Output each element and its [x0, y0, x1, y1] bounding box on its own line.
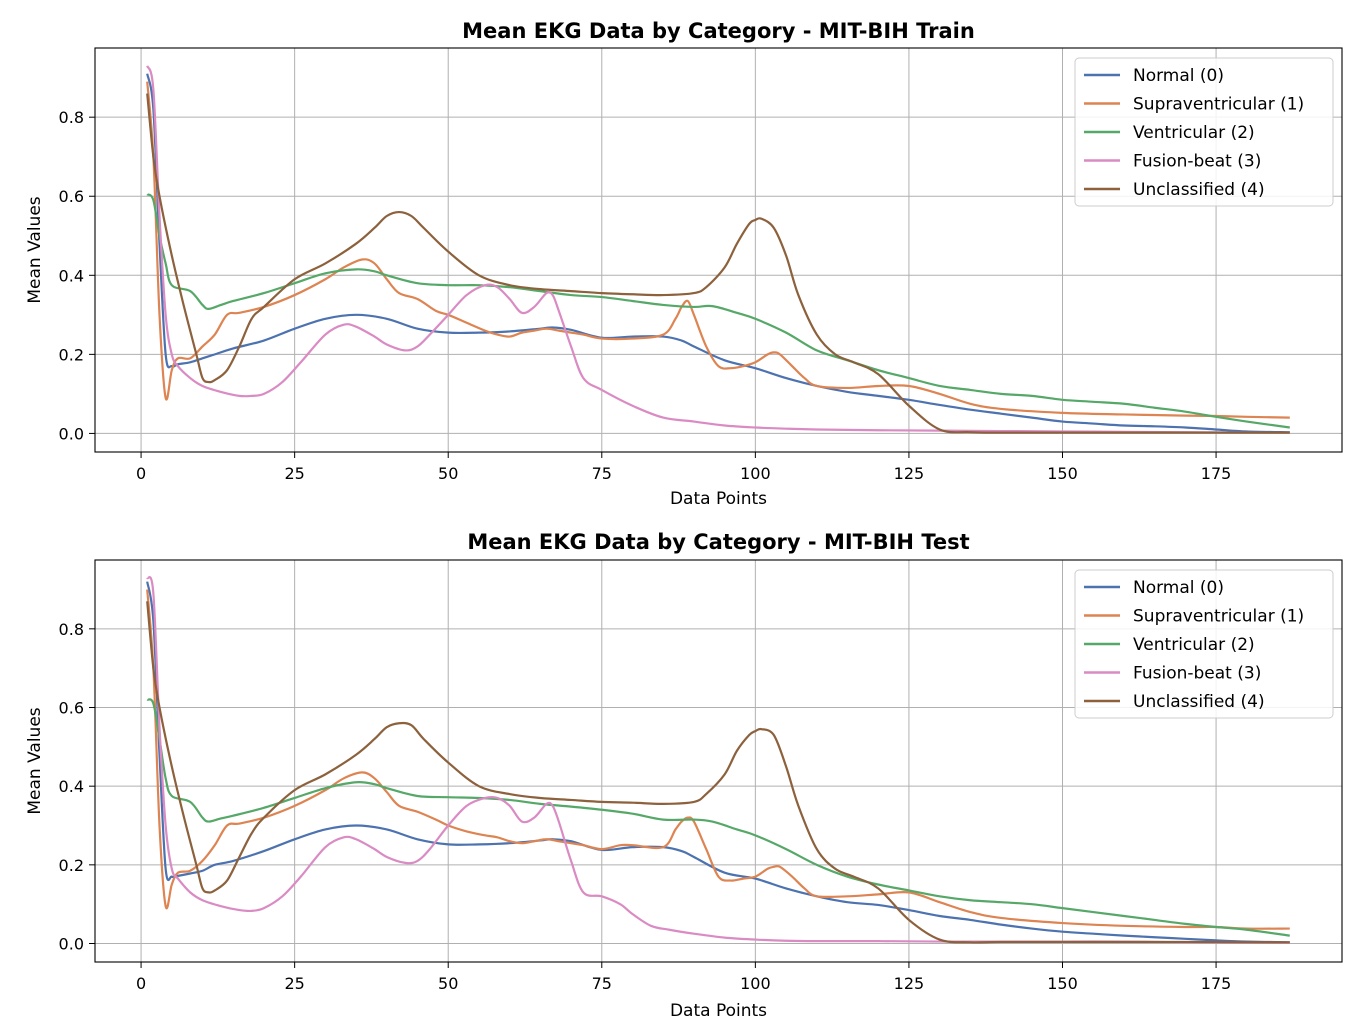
- legend-label: Normal (0): [1133, 578, 1224, 598]
- legend-item: Ventricular (2): [1084, 123, 1255, 143]
- x-tick-label: 75: [592, 974, 612, 993]
- x-tick-label: 75: [592, 464, 612, 483]
- chart-title: Mean EKG Data by Category - MIT-BIH Test: [467, 530, 969, 554]
- x-tick-label: 125: [894, 464, 925, 483]
- legend-label: Ventricular (2): [1133, 123, 1255, 143]
- legend-label: Fusion-beat (3): [1133, 152, 1261, 172]
- series-line-4: [146, 601, 1290, 944]
- legend-label: Supraventricular (1): [1133, 95, 1304, 115]
- x-tick-label: 125: [894, 974, 925, 993]
- y-tick-label: 0.2: [59, 856, 84, 875]
- series-lines: [146, 576, 1290, 944]
- x-tick-label: 150: [1047, 974, 1078, 993]
- x-axis-label: Data Points: [670, 1001, 767, 1021]
- legend-box: [1074, 57, 1334, 207]
- plot-frame: [94, 559, 1343, 963]
- legend-label: Normal (0): [1133, 66, 1224, 86]
- x-tick-label: 0: [136, 464, 146, 483]
- y-tick-label: 0.8: [59, 620, 84, 639]
- y-tick-label: 0.6: [59, 699, 84, 718]
- legend-label: Ventricular (2): [1133, 635, 1255, 655]
- legend-item: Supraventricular (1): [1084, 607, 1304, 627]
- legend-label: Supraventricular (1): [1133, 607, 1304, 627]
- legend-label: Fusion-beat (3): [1133, 664, 1261, 684]
- series-line-2: [146, 698, 1290, 937]
- series-line-3: [146, 576, 1290, 944]
- y-tick-label: 0.6: [59, 187, 84, 206]
- series-line-3: [146, 65, 1290, 434]
- x-tick-label: 0: [136, 974, 146, 993]
- series-line-1: [146, 589, 1290, 930]
- legend-item: Normal (0): [1084, 66, 1224, 86]
- y-tick-label: 0.0: [59, 935, 84, 954]
- series-line-4: [146, 93, 1290, 434]
- x-tick-label: 175: [1201, 464, 1232, 483]
- y-axis-label: Mean Values: [25, 707, 45, 814]
- test-chart: Mean EKG Data by Category - MIT-BIH Test…: [25, 530, 1343, 1021]
- x-tick-label: 175: [1201, 974, 1232, 993]
- legend-item: Unclassified (4): [1084, 180, 1265, 200]
- legend-label: Unclassified (4): [1133, 180, 1265, 200]
- series-line-2: [146, 193, 1290, 429]
- series-line-1: [146, 81, 1290, 419]
- x-axis-label: Data Points: [670, 489, 767, 509]
- train-chart: Mean EKG Data by Category - MIT-BIH Trai…: [25, 19, 1343, 509]
- chart-title: Mean EKG Data by Category - MIT-BIH Trai…: [462, 19, 975, 43]
- x-tick-label: 100: [740, 974, 771, 993]
- legend: Normal (0) Supraventricular (1) Ventricula…: [1074, 57, 1334, 207]
- x-tick-label: 25: [284, 974, 304, 993]
- x-tick-label: 25: [284, 464, 304, 483]
- x-tick-label: 50: [438, 464, 458, 483]
- x-tick-label: 150: [1047, 464, 1078, 483]
- y-tick-label: 0.0: [59, 424, 84, 443]
- legend-item: Normal (0): [1084, 578, 1224, 598]
- legend: Normal (0) Supraventricular (1) Ventricula…: [1074, 569, 1334, 719]
- legend-item: Unclassified (4): [1084, 692, 1265, 712]
- legend-item: Ventricular (2): [1084, 635, 1255, 655]
- y-tick-label: 0.2: [59, 345, 84, 364]
- legend-label: Unclassified (4): [1133, 692, 1265, 712]
- x-tick-label: 50: [438, 974, 458, 993]
- x-tick-label: 100: [740, 464, 771, 483]
- y-tick-label: 0.4: [59, 777, 84, 796]
- y-tick-label: 0.8: [59, 108, 84, 127]
- plot-frame: [94, 47, 1343, 453]
- y-axis-label: Mean Values: [25, 196, 45, 303]
- legend-item: Supraventricular (1): [1084, 95, 1304, 115]
- legend-item: Fusion-beat (3): [1084, 152, 1261, 172]
- y-tick-label: 0.4: [59, 266, 84, 285]
- legend-box: [1074, 569, 1334, 719]
- series-lines: [146, 65, 1290, 434]
- legend-item: Fusion-beat (3): [1084, 664, 1261, 684]
